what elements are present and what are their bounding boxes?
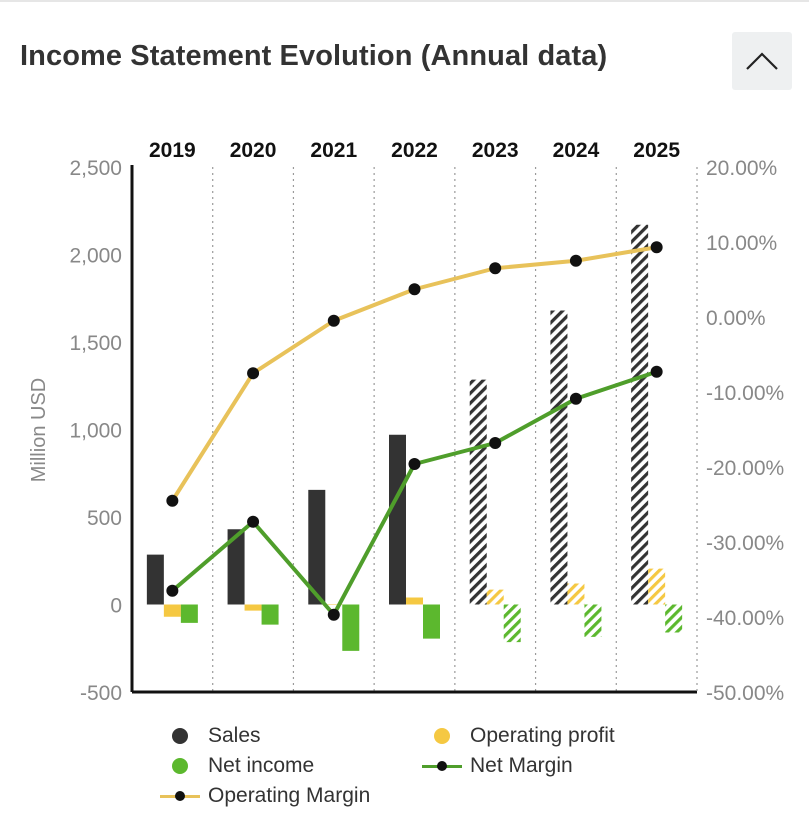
chevron-up-icon: [746, 52, 778, 70]
left-tick-label: 1,000: [69, 420, 122, 443]
chart-title: Income Statement Evolution (Annual data): [20, 40, 608, 72]
net-income-bar: [423, 604, 440, 639]
right-tick-label: 10.00%: [706, 232, 777, 255]
operating-margin-point: [327, 314, 340, 327]
operating-margin-legend-marker: [175, 791, 185, 801]
net-income-bar: [342, 604, 360, 651]
sales-bar: [146, 554, 164, 605]
right-tick-label: 20.00%: [706, 157, 777, 180]
net-margin-point: [489, 437, 502, 449]
right-tick-label: -40.00%: [706, 607, 784, 630]
legend-label-sales: Sales: [208, 724, 261, 747]
legend-item-net-income[interactable]: Net income: [160, 752, 314, 780]
sales-legend-marker: [172, 728, 188, 744]
net-margin-line: [171, 369, 658, 617]
top-divider: [0, 0, 809, 2]
sales-bar: [308, 489, 326, 605]
net-income-legend-marker: [172, 758, 188, 774]
left-tick-label: 0: [110, 595, 122, 618]
sales-bar: [550, 310, 568, 605]
legend-label-operating-profit: Operating profit: [470, 724, 615, 747]
net-margin-point: [166, 584, 179, 597]
operating-profit-bar: [244, 604, 262, 611]
operating-margin-point: [489, 262, 502, 275]
operating-margin-point: [166, 494, 179, 507]
left-tick-label: 2,500: [69, 157, 122, 180]
operating-profit-bar: [567, 583, 585, 605]
operating-profit-bar: [163, 604, 181, 617]
net-income-bar: [503, 604, 521, 643]
net-margin-point: [569, 392, 582, 405]
legend-label-net-income: Net income: [208, 754, 315, 777]
operating-profit-bar: [648, 568, 666, 605]
legend-label-operating-margin: Operating Margin: [208, 784, 371, 807]
sales-bar: [389, 434, 406, 605]
sales-bar: [631, 224, 649, 605]
year-label: 2025: [633, 139, 680, 162]
net-margin-legend-marker: [437, 761, 447, 771]
right-tick-label: -20.00%: [706, 457, 784, 480]
operating-margin-point: [650, 241, 663, 254]
legend-label-net-margin: Net Margin: [470, 754, 573, 777]
right-tick-label: -50.00%: [706, 682, 784, 705]
net-income-bar: [261, 604, 279, 625]
operating-margin-point: [408, 283, 421, 296]
right-tick-label: 0.00%: [706, 307, 766, 330]
net-margin-point: [247, 515, 260, 528]
sales-bar: [469, 379, 487, 605]
operating-profit-bar: [406, 597, 423, 605]
year-label: 2023: [472, 139, 519, 162]
operating-profit-bar: [325, 604, 343, 605]
legend-item-operating-margin[interactable]: Operating Margin: [160, 782, 370, 810]
year-label: 2019: [149, 139, 196, 162]
year-label: 2021: [310, 139, 357, 162]
year-label: 2022: [391, 139, 438, 162]
left-axis-label: Million USD: [28, 378, 50, 482]
legend-item-net-margin[interactable]: Net Margin: [422, 752, 573, 780]
operating-profit-bar: [486, 589, 504, 605]
legend-item-sales[interactable]: Sales: [160, 722, 261, 750]
year-label: 2020: [230, 139, 277, 162]
net-margin-point: [408, 458, 421, 470]
operating-profit-legend-marker: [434, 728, 450, 744]
sales-bar: [227, 529, 245, 605]
operating-margin-point: [569, 254, 582, 267]
legend-item-operating-profit[interactable]: Operating profit: [422, 722, 615, 750]
left-tick-label: 500: [87, 507, 122, 530]
right-tick-label: -10.00%: [706, 382, 784, 405]
net-income-bar: [180, 604, 198, 623]
year-label: 2024: [553, 139, 600, 162]
left-tick-label: 2,000: [69, 245, 122, 268]
collapse-button[interactable]: [732, 32, 792, 90]
widget-header: Income Statement Evolution (Annual data): [0, 30, 809, 90]
net-income-bar: [665, 604, 683, 633]
right-tick-label: -30.00%: [706, 532, 784, 555]
left-tick-label: 1,500: [69, 332, 122, 355]
net-income-bar: [584, 604, 602, 637]
operating-margin-point: [247, 367, 260, 380]
net-margin-point: [650, 365, 663, 378]
left-tick-label: -500: [80, 682, 122, 705]
net-margin-point: [327, 608, 340, 621]
